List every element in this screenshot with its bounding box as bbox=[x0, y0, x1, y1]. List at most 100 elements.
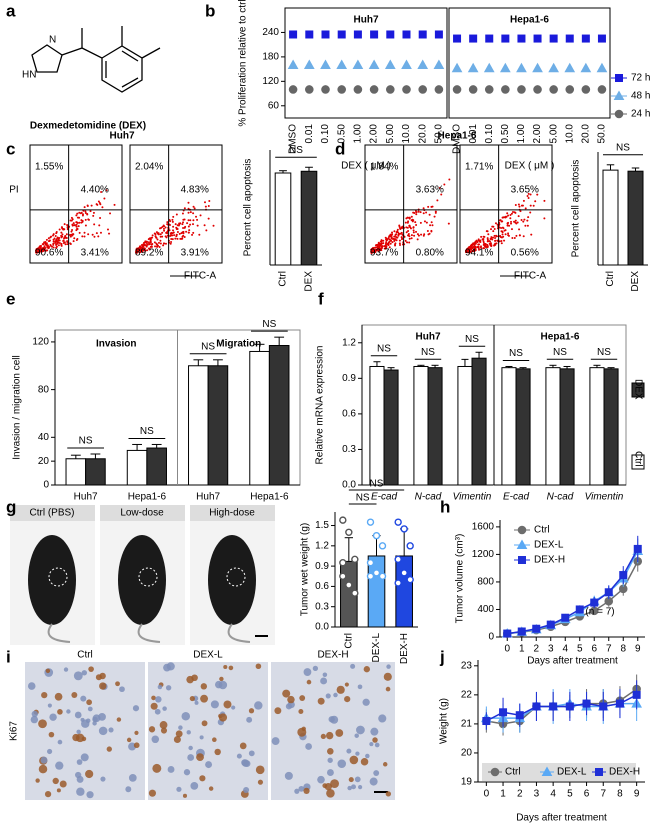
flow-dot bbox=[517, 215, 520, 218]
flow-dot bbox=[64, 234, 67, 237]
nucleus bbox=[66, 709, 71, 714]
micrograph bbox=[148, 662, 268, 800]
quadrant-percent: 90.6% bbox=[35, 248, 63, 259]
flow-dot bbox=[84, 210, 87, 213]
flow-dot bbox=[386, 238, 389, 241]
flow-dot bbox=[427, 233, 430, 236]
flow-dot bbox=[145, 245, 148, 248]
nucleus bbox=[76, 759, 83, 765]
flow-dot bbox=[178, 222, 181, 225]
group-label: Migration bbox=[216, 339, 261, 350]
nucleus bbox=[128, 773, 137, 782]
flow-dot bbox=[43, 245, 46, 248]
flow-dot bbox=[523, 218, 526, 221]
plot-frame bbox=[284, 7, 448, 119]
nucleus bbox=[126, 737, 132, 743]
flow-dot bbox=[492, 236, 495, 239]
flow-dot bbox=[500, 220, 503, 223]
nucleus bbox=[116, 717, 122, 722]
flow-dot bbox=[84, 218, 87, 221]
y-tick-label: 0.3 bbox=[342, 444, 356, 455]
nucleus bbox=[134, 730, 139, 735]
marker bbox=[485, 34, 494, 43]
flow-dot bbox=[155, 231, 158, 234]
flow-dot bbox=[405, 231, 408, 234]
flow-dot bbox=[382, 239, 385, 242]
flow-dot bbox=[187, 201, 190, 204]
nucleus bbox=[223, 664, 228, 670]
flow-dot bbox=[394, 238, 397, 241]
marker bbox=[541, 766, 553, 776]
flow-dot bbox=[438, 187, 441, 190]
histology-label: DEX-L bbox=[193, 650, 223, 661]
marker bbox=[615, 699, 624, 708]
flow-dot bbox=[377, 250, 380, 253]
marker bbox=[619, 571, 628, 580]
nucleus bbox=[210, 700, 219, 709]
x-axis-label: DEX ( μM ) bbox=[505, 161, 555, 172]
mouse bbox=[208, 535, 256, 625]
flow-dot bbox=[157, 232, 160, 235]
data-point bbox=[351, 589, 359, 597]
flow-dot bbox=[428, 213, 431, 216]
flow-dot bbox=[187, 207, 190, 210]
nucleus bbox=[298, 709, 304, 715]
flow-dot bbox=[522, 199, 525, 202]
flow-dot bbox=[407, 216, 410, 219]
flow-dot bbox=[54, 234, 57, 237]
legend-label: DEX-L bbox=[534, 540, 564, 551]
flow-dot bbox=[375, 246, 378, 249]
flow-dot bbox=[529, 193, 532, 196]
x-tick-label: E-cad bbox=[371, 492, 398, 503]
flow-dot bbox=[44, 246, 47, 249]
flow-dot bbox=[90, 204, 93, 207]
y-axis-label: Weight (g) bbox=[439, 698, 450, 744]
flow-dot bbox=[515, 234, 518, 237]
flow-dot bbox=[65, 237, 68, 240]
flow-dot bbox=[159, 233, 162, 236]
flow-dot bbox=[492, 230, 495, 233]
flow-dot bbox=[395, 239, 398, 242]
flow-dot bbox=[148, 247, 151, 250]
flow-dot bbox=[76, 227, 79, 230]
flow-dot bbox=[522, 220, 525, 223]
x-tick-label: Ctrl bbox=[278, 271, 289, 287]
imidazole-ring bbox=[31, 44, 63, 73]
double-bonds bbox=[105, 50, 139, 88]
flow-dot bbox=[208, 199, 211, 202]
tail bbox=[137, 623, 161, 643]
flow-dot bbox=[52, 234, 55, 237]
data-point bbox=[345, 528, 353, 536]
flow-dot bbox=[410, 215, 413, 218]
flow-dot bbox=[510, 228, 513, 231]
flow-dot bbox=[513, 220, 516, 223]
flow-dot bbox=[509, 214, 512, 217]
quadrant-percent: 1.55% bbox=[35, 162, 63, 173]
flow-dot bbox=[426, 229, 429, 232]
flow-dot bbox=[68, 234, 71, 237]
flow-dot bbox=[66, 243, 69, 246]
flow-dot bbox=[422, 212, 425, 215]
y-tick-label: 40 bbox=[38, 432, 50, 443]
nucleus bbox=[186, 730, 191, 735]
x-tick-label: 50.0 bbox=[434, 124, 445, 144]
photo-label: High-dose bbox=[209, 508, 255, 519]
flow-dot bbox=[466, 249, 469, 252]
flow-dot bbox=[72, 240, 75, 243]
flow-dot bbox=[430, 230, 433, 233]
flow-dot bbox=[486, 237, 489, 240]
flow-dot bbox=[71, 228, 74, 231]
flow-dot bbox=[156, 238, 159, 241]
nucleus bbox=[38, 719, 47, 729]
flow-dot bbox=[93, 223, 96, 226]
marker bbox=[484, 85, 494, 94]
flow-dot bbox=[389, 242, 392, 245]
flow-dot bbox=[430, 221, 433, 224]
nucleus bbox=[271, 737, 280, 746]
flow-dot bbox=[406, 226, 409, 229]
nucleus bbox=[358, 785, 363, 790]
flow-dot bbox=[526, 195, 529, 198]
flow-dot bbox=[401, 226, 404, 229]
panel-label: b bbox=[205, 1, 215, 20]
nucleus bbox=[303, 668, 312, 676]
